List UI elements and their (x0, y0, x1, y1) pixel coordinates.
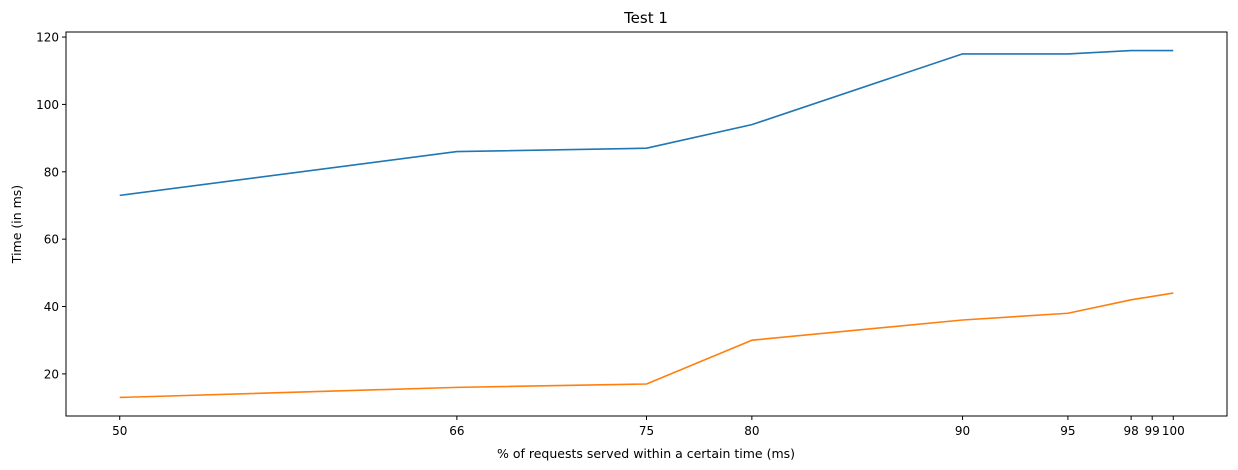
x-tick-label: 99 (1145, 424, 1160, 438)
x-tick-label: 50 (112, 424, 127, 438)
x-axis-title: % of requests served within a certain ti… (497, 446, 795, 461)
series-layer (119, 49, 1174, 399)
x-axis: 50 66 75 80 90 95 98 99 100 (112, 416, 1185, 438)
x-tick-label: 100 (1162, 424, 1185, 438)
chart-title: Test 1 (623, 9, 668, 27)
x-tick-label: 66 (449, 424, 464, 438)
series-line-1 (119, 49, 1174, 197)
y-tick-label: 60 (44, 233, 59, 247)
y-tick-label: 20 (44, 367, 59, 381)
y-tick-label: 40 (44, 300, 59, 314)
x-tick-label: 95 (1060, 424, 1075, 438)
x-tick-label: 75 (639, 424, 654, 438)
plot-frame (65, 31, 1228, 417)
y-axis: 20 40 60 80 100 120 (36, 31, 66, 381)
y-axis-title: Time (in ms) (9, 185, 24, 264)
y-tick-label: 120 (36, 31, 59, 45)
y-tick-label: 80 (44, 165, 59, 179)
series-line-2 (119, 292, 1174, 399)
x-tick-label: 80 (744, 424, 759, 438)
x-tick-label: 98 (1123, 424, 1138, 438)
y-tick-label: 100 (36, 98, 59, 112)
x-tick-label: 90 (955, 424, 970, 438)
